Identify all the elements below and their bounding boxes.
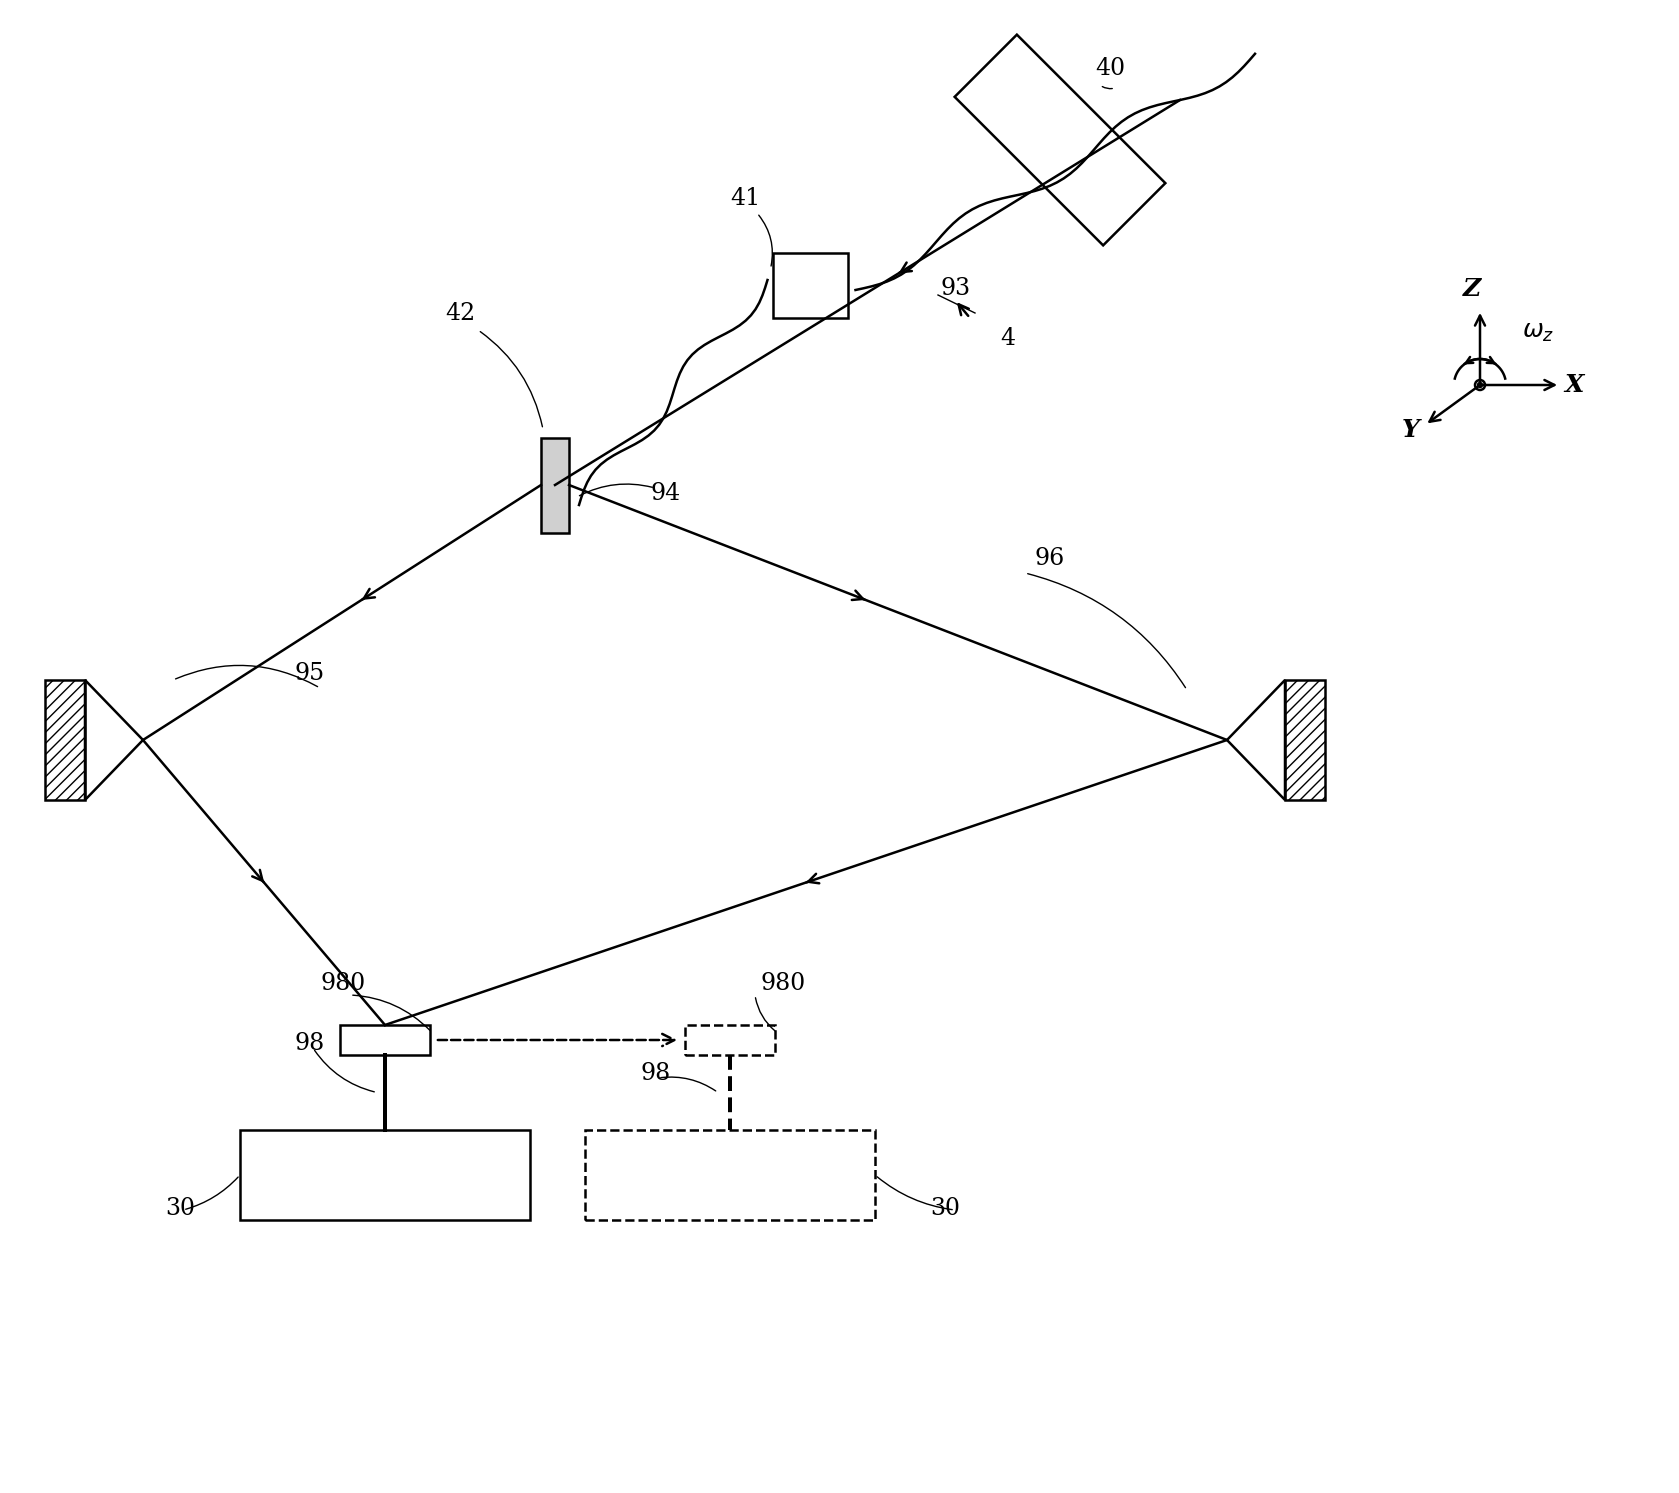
Bar bbox=[1284, 679, 1325, 800]
Text: 95: 95 bbox=[296, 661, 326, 685]
Bar bbox=[45, 679, 86, 800]
Text: 94: 94 bbox=[650, 482, 680, 505]
Text: 40: 40 bbox=[1095, 57, 1125, 81]
Circle shape bbox=[1478, 382, 1483, 388]
Text: Z: Z bbox=[1462, 278, 1481, 302]
Bar bbox=[541, 437, 569, 533]
Text: 980: 980 bbox=[761, 972, 806, 994]
Text: 980: 980 bbox=[321, 972, 366, 994]
Text: 98: 98 bbox=[640, 1062, 670, 1085]
Text: 4: 4 bbox=[1001, 327, 1016, 349]
Text: X: X bbox=[1565, 373, 1583, 397]
Text: 30: 30 bbox=[930, 1197, 960, 1220]
Text: 30: 30 bbox=[165, 1197, 195, 1220]
Text: 96: 96 bbox=[1034, 546, 1064, 570]
Bar bbox=[341, 1026, 430, 1056]
Bar bbox=[584, 1130, 875, 1220]
Bar bbox=[685, 1026, 776, 1056]
Text: 41: 41 bbox=[730, 187, 761, 211]
Text: 98: 98 bbox=[296, 1032, 326, 1056]
Bar bbox=[772, 252, 848, 318]
Text: $\omega_z$: $\omega_z$ bbox=[1521, 321, 1555, 345]
Text: 42: 42 bbox=[445, 302, 475, 325]
Text: Y: Y bbox=[1402, 418, 1420, 442]
Text: 93: 93 bbox=[940, 278, 970, 300]
Bar bbox=[240, 1130, 531, 1220]
